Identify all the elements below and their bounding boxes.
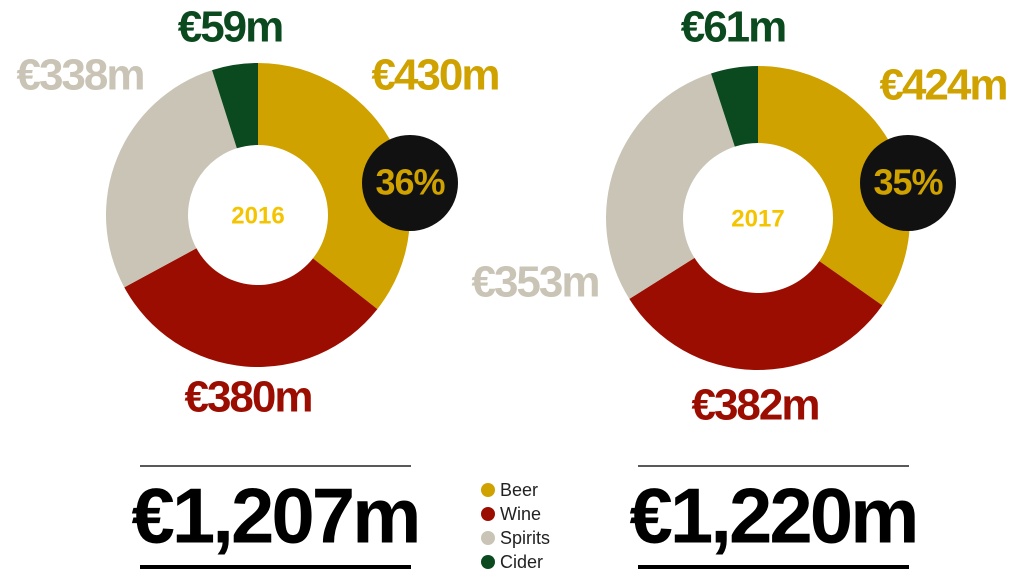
legend-label: Spirits — [500, 528, 550, 548]
value-label: €424m — [879, 61, 1006, 110]
donut-segment — [106, 70, 237, 288]
center-label: 2017 — [731, 205, 784, 232]
legend-swatch — [481, 483, 495, 497]
legend-swatch — [481, 531, 495, 545]
total-label: €1,220m — [630, 472, 917, 560]
donut-segment — [758, 66, 911, 306]
donut-segment — [711, 66, 758, 147]
value-label: €430m — [371, 51, 498, 100]
value-label: €61m — [681, 3, 786, 52]
share-badge — [362, 135, 458, 231]
donut-segment — [629, 257, 883, 371]
legend-swatch — [481, 507, 495, 521]
donut-segment — [606, 73, 735, 299]
value-label: €353m — [471, 258, 598, 307]
value-label: €338m — [16, 51, 143, 100]
legend-label: Wine — [500, 504, 541, 524]
legend-label: Beer — [500, 480, 538, 500]
share-label: 36% — [375, 162, 445, 203]
value-label: €380m — [184, 373, 311, 422]
legend-label: Cider — [500, 552, 543, 571]
value-label: €382m — [691, 381, 818, 430]
share-badge — [860, 135, 956, 231]
donut-segment — [124, 248, 378, 367]
donut-segment — [258, 63, 411, 310]
total-label: €1,207m — [132, 472, 419, 560]
value-label: €59m — [178, 3, 283, 52]
legend-swatch — [481, 555, 495, 569]
donut-segment — [212, 63, 258, 149]
center-label: 2016 — [231, 202, 284, 229]
share-label: 35% — [873, 162, 943, 203]
